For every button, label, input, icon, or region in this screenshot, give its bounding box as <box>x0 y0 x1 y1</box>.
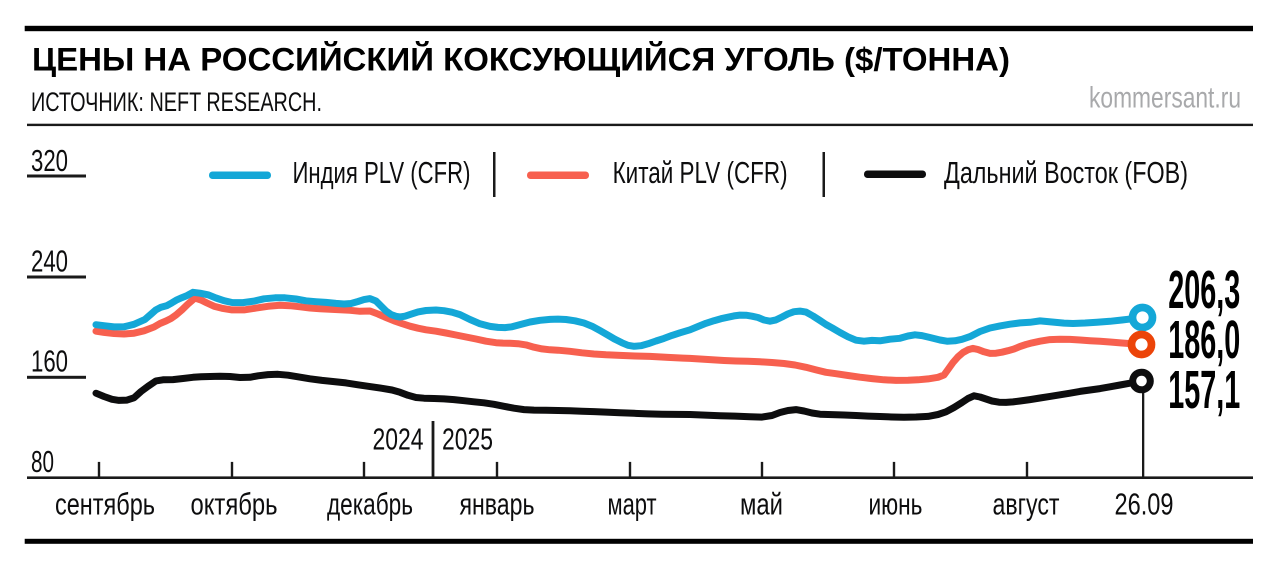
svg-text:январь: январь <box>460 487 535 522</box>
svg-text:май: май <box>740 487 783 522</box>
svg-text:240: 240 <box>31 244 68 279</box>
svg-text:октябрь: октябрь <box>191 487 278 522</box>
svg-text:26.09: 26.09 <box>1115 487 1174 522</box>
svg-text:Китай PLV (CFR): Китай PLV (CFR) <box>613 155 788 190</box>
svg-text:160: 160 <box>31 344 68 379</box>
svg-text:ЦЕНЫ НА РОССИЙСКИЙ КОКСУЮЩИЙСЯ: ЦЕНЫ НА РОССИЙСКИЙ КОКСУЮЩИЙСЯ УГОЛЬ ($/… <box>32 40 1010 78</box>
svg-text:Индия PLV (CFR): Индия PLV (CFR) <box>293 155 471 190</box>
svg-text:сентябрь: сентябрь <box>55 487 155 522</box>
svg-text:июнь: июнь <box>869 487 923 522</box>
svg-text:2024: 2024 <box>373 422 424 457</box>
svg-text:март: март <box>608 487 657 522</box>
svg-text:186,0: 186,0 <box>1168 310 1240 370</box>
svg-text:157,1: 157,1 <box>1168 360 1240 420</box>
svg-text:ИСТОЧНИК: NEFT RESEARCH.: ИСТОЧНИК: NEFT RESEARCH. <box>31 87 322 117</box>
svg-text:2025: 2025 <box>442 422 493 457</box>
svg-text:320: 320 <box>31 143 68 178</box>
svg-text:206,3: 206,3 <box>1168 260 1240 320</box>
svg-text:kommersant.ru: kommersant.ru <box>1089 82 1241 115</box>
svg-text:август: август <box>993 487 1060 522</box>
svg-text:80: 80 <box>31 444 54 479</box>
svg-text:декабрь: декабрь <box>327 487 413 522</box>
svg-text:Дальний Восток (FOB): Дальний Восток (FOB) <box>944 155 1188 190</box>
